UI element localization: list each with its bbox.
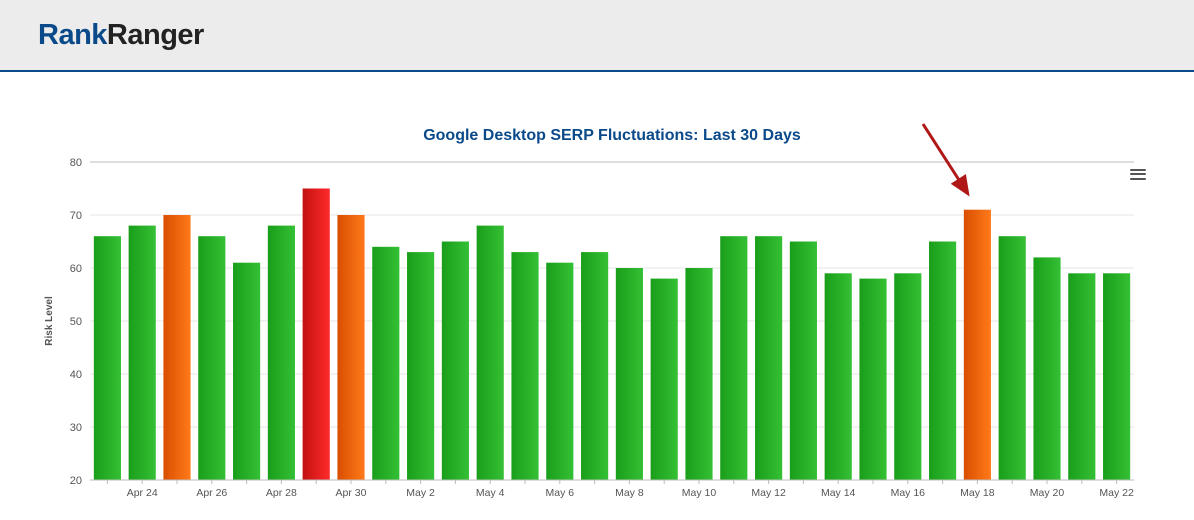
bar[interactable] [685,268,712,480]
bar[interactable] [651,279,678,480]
bar[interactable] [163,215,190,480]
hamburger-icon[interactable] [1130,166,1146,183]
bar[interactable] [929,242,956,481]
x-tick-label: May 12 [751,487,786,499]
header-band: RankRanger [0,0,1194,72]
y-tick-label: 70 [70,210,82,222]
y-axis-title: Risk Level [44,296,55,346]
x-tick-label: Apr 24 [127,487,158,499]
bar[interactable] [581,252,608,480]
bar[interactable] [825,273,852,480]
bar[interactable] [407,252,434,480]
bar[interactable] [94,236,121,480]
bar[interactable] [511,252,538,480]
bar[interactable] [233,263,260,480]
bar[interactable] [616,268,643,480]
x-tick-label: May 2 [406,487,435,499]
bar[interactable] [1103,273,1130,480]
y-tick-label: 80 [70,157,82,169]
y-tick-label: 20 [70,475,82,487]
x-tick-label: May 14 [821,487,856,499]
bar[interactable] [198,236,225,480]
bar[interactable] [442,242,469,481]
bar[interactable] [337,215,364,480]
y-tick-label: 50 [70,316,82,328]
x-tick-label: May 20 [1030,487,1065,499]
annotation-arrow [923,124,968,194]
x-tick-label: Apr 28 [266,487,297,499]
x-tick-label: May 6 [546,487,575,499]
logo-part2: Ranger [107,19,204,51]
bar[interactable] [1068,273,1095,480]
bar[interactable] [964,210,991,480]
bar[interactable] [790,242,817,481]
bar[interactable] [755,236,782,480]
x-tick-label: May 18 [960,487,995,499]
x-tick-label: Apr 30 [336,487,367,499]
bar[interactable] [999,236,1026,480]
y-tick-label: 60 [70,263,82,275]
x-tick-label: May 22 [1099,487,1134,499]
x-tick-label: May 16 [891,487,926,499]
bar[interactable] [268,226,295,480]
x-tick-label: May 8 [615,487,644,499]
bar[interactable] [859,279,886,480]
bar[interactable] [303,189,330,481]
bar[interactable] [129,226,156,480]
bar[interactable] [720,236,747,480]
serp-fluctuation-chart: Google Desktop SERP Fluctuations: Last 3… [30,82,1164,520]
y-tick-label: 30 [70,422,82,434]
bar[interactable] [1033,257,1060,480]
chart-container: Google Desktop SERP Fluctuations: Last 3… [0,72,1194,520]
bar[interactable] [894,273,921,480]
logo-part1: Rank [38,19,107,51]
x-tick-label: May 4 [476,487,505,499]
x-tick-label: May 10 [682,487,717,499]
y-tick-label: 40 [70,369,82,381]
bar[interactable] [477,226,504,480]
x-tick-label: Apr 26 [196,487,227,499]
chart-title: Google Desktop SERP Fluctuations: Last 3… [423,127,801,144]
bar[interactable] [546,263,573,480]
logo: RankRanger [38,19,204,52]
bar[interactable] [372,247,399,480]
